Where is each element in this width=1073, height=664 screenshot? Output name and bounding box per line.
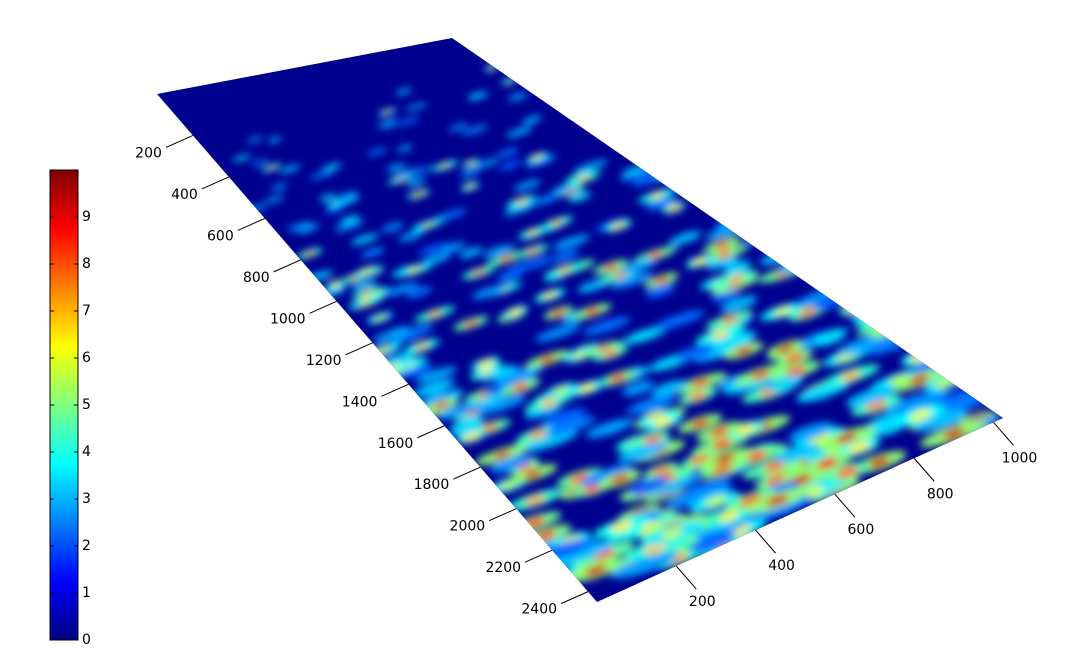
axis2-tick xyxy=(675,565,697,590)
axis1-tick-label: 800 xyxy=(243,270,270,286)
colorbar-tick-label: 9 xyxy=(82,209,91,225)
axis1-tick-label: 600 xyxy=(207,228,234,244)
axis2-tick-label: 800 xyxy=(927,486,954,502)
axis1-tick-label: 2400 xyxy=(521,602,557,618)
colorbar-tick-label: 5 xyxy=(82,397,91,413)
axis1-tick xyxy=(201,176,230,190)
axis1-tick-label: 1600 xyxy=(378,436,414,452)
axis1-tick-label: 1200 xyxy=(306,353,342,369)
axis2-tick xyxy=(755,529,776,554)
axis2-tick-label: 400 xyxy=(768,558,795,574)
axis1-tick xyxy=(309,300,337,314)
axis1-tick-label: 2000 xyxy=(450,519,486,535)
colorbar-tick-label: 6 xyxy=(82,350,91,366)
axis1-tick xyxy=(453,466,481,480)
axis1-tick xyxy=(524,549,553,563)
axis1-tick-label: 200 xyxy=(135,145,162,161)
axis2-tick xyxy=(993,421,1014,446)
colorbar-tick-label: 8 xyxy=(82,256,91,272)
axis2-tick-label: 600 xyxy=(848,522,875,538)
colorbar-tick-label: 4 xyxy=(82,444,91,460)
colorbar-tick-label: 7 xyxy=(82,303,91,319)
axis1-tick-label: 2200 xyxy=(485,560,521,576)
axis1-tick xyxy=(345,342,373,356)
colorbar-tick-label: 3 xyxy=(82,491,91,507)
axis1-tick-label: 400 xyxy=(171,187,198,203)
axis1-tick-label: 1800 xyxy=(414,477,450,493)
axis1-tick xyxy=(381,383,409,397)
axis1-tick xyxy=(560,591,589,605)
axis1-tick xyxy=(165,135,194,148)
axis1-tick xyxy=(273,259,301,273)
colorbar-tick-label: 0 xyxy=(82,632,91,648)
axis2-tick xyxy=(834,493,856,518)
axis1-tick-label: 1400 xyxy=(342,394,378,410)
axis2-tick xyxy=(913,457,935,482)
axis1-tick xyxy=(488,508,517,522)
axis2-tick-label: 200 xyxy=(689,594,716,610)
axis1-tick xyxy=(417,425,445,439)
colorbar-tick-label: 2 xyxy=(82,538,91,554)
axis1-tick xyxy=(237,217,265,231)
colorbar xyxy=(49,169,79,641)
axis1-tick-label: 1000 xyxy=(270,311,306,327)
colorbar-tick-label: 1 xyxy=(82,585,91,601)
axis2-tick-label: 1000 xyxy=(1002,450,1038,466)
axes: 0 1 2 3 4 5 6 7 8 9 200 400 600 800 1000 1200 1400 1600 18… xyxy=(50,135,1037,648)
